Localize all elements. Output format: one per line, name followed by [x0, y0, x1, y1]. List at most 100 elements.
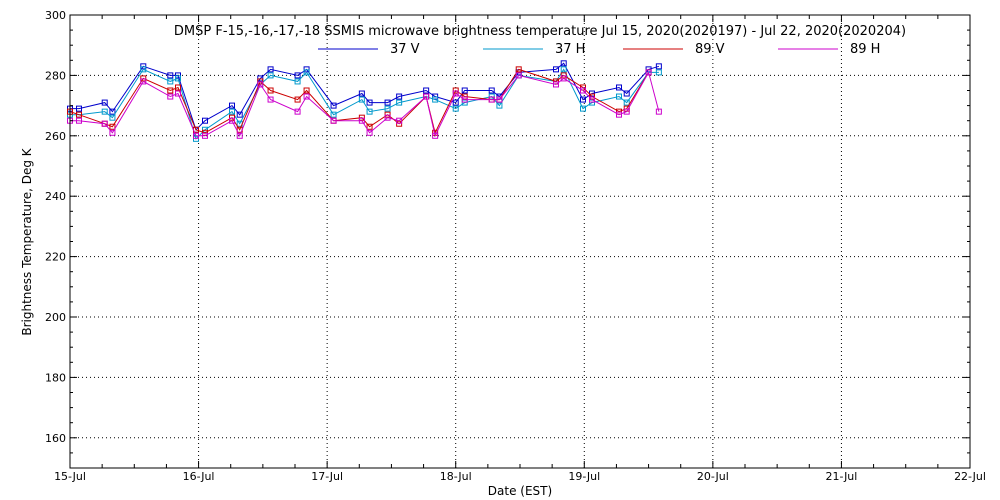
- data-point-37-h: [229, 108, 235, 115]
- y-tick-label: 180: [45, 371, 66, 384]
- y-tick-label: 300: [45, 9, 66, 22]
- y-tick-label: 220: [45, 251, 66, 264]
- legend-label-37-h: 37 H: [555, 42, 585, 57]
- data-point-37-v: [267, 66, 274, 73]
- data-point-89-h: [623, 108, 630, 115]
- data-point-37-h: [303, 69, 310, 76]
- data-point-37-h: [366, 108, 373, 115]
- series-line-89-v: [69, 68, 650, 135]
- data-point-37-h: [175, 75, 181, 82]
- data-point-37-h: [580, 105, 586, 112]
- legend-label-37-v: 37 V: [390, 42, 420, 57]
- x-tick-label: 19-Jul: [568, 470, 600, 483]
- data-point-89-h: [432, 132, 439, 139]
- data-point-37-v: [236, 111, 243, 118]
- data-point-89-v: [76, 111, 82, 118]
- data-point-89-h: [580, 87, 586, 94]
- x-tick-label: 17-Jul: [311, 470, 343, 483]
- y-tick-label: 280: [45, 69, 66, 82]
- data-point-89-h: [76, 117, 82, 124]
- x-axis-label: Date (EST): [488, 484, 552, 498]
- data-point-89-h: [330, 117, 337, 124]
- data-point-89-h: [496, 96, 503, 103]
- y-axis-label: Brightness Temperature, Deg K: [20, 147, 34, 335]
- data-point-37-v: [76, 105, 82, 112]
- y-tick-label: 160: [45, 432, 66, 445]
- data-point-37-h: [167, 78, 174, 85]
- chart-title: DMSP F-15,-16,-17,-18 SSMIS microwave br…: [174, 24, 906, 39]
- y-tick-label: 240: [45, 190, 66, 203]
- data-point-89-v: [366, 123, 373, 130]
- data-point-37-v: [229, 102, 235, 109]
- data-point-89-h: [655, 108, 662, 115]
- data-point-37-v: [330, 102, 337, 109]
- data-point-37-v: [616, 84, 622, 91]
- data-point-37-h: [109, 114, 116, 121]
- data-point-37-v: [623, 90, 630, 97]
- data-point-89-v: [267, 87, 274, 94]
- data-point-37-v: [396, 93, 403, 100]
- data-point-89-h: [193, 132, 199, 139]
- y-tick-label: 200: [45, 311, 66, 324]
- data-point-89-h: [384, 114, 391, 121]
- x-tick-label: 18-Jul: [440, 470, 472, 483]
- data-point-37-h: [616, 93, 622, 100]
- data-series: [67, 60, 662, 142]
- data-point-89-v: [515, 66, 522, 73]
- data-point-37-v: [655, 63, 662, 70]
- data-point-37-v: [294, 72, 301, 79]
- data-point-89-h: [109, 129, 116, 136]
- x-tick-label: 20-Jul: [697, 470, 729, 483]
- data-point-37-v: [423, 87, 430, 94]
- data-point-37-v: [366, 99, 373, 106]
- data-point-89-h: [488, 96, 495, 103]
- data-point-89-v: [358, 114, 365, 121]
- data-point-37-h: [101, 108, 108, 115]
- legend: 37 V 37 H 89 V 89 H: [318, 42, 880, 57]
- data-point-89-h: [257, 81, 264, 88]
- data-point-37-v: [384, 99, 391, 106]
- data-point-89-h: [202, 132, 208, 139]
- plot-frame: [69, 14, 971, 469]
- data-point-89-h: [396, 117, 403, 124]
- x-tick-label: 22-Jul: [954, 470, 986, 483]
- data-point-37-v: [109, 108, 116, 115]
- data-point-89-h: [167, 93, 174, 100]
- data-point-37-h: [488, 93, 495, 100]
- data-point-89-h: [452, 90, 459, 97]
- data-point-37-h: [396, 99, 403, 106]
- data-point-89-v: [303, 87, 310, 94]
- data-point-37-v: [452, 99, 459, 106]
- data-point-37-v: [560, 60, 567, 67]
- data-point-37-v: [461, 87, 468, 94]
- data-point-37-v: [358, 90, 365, 97]
- x-tick-label: 15-Jul: [54, 470, 86, 483]
- data-point-89-h: [101, 120, 108, 127]
- data-point-37-v: [202, 117, 208, 124]
- data-point-37-h: [294, 78, 301, 85]
- data-point-37-h: [655, 69, 662, 76]
- data-point-37-h: [193, 135, 199, 142]
- data-point-89-h: [589, 96, 595, 103]
- data-point-89-h: [461, 96, 468, 103]
- data-point-37-h: [560, 66, 567, 73]
- data-point-37-v: [432, 93, 439, 100]
- data-point-89-h: [229, 117, 235, 124]
- data-point-89-v: [384, 111, 391, 118]
- data-point-37-h: [267, 72, 274, 79]
- data-point-37-h: [384, 105, 391, 112]
- y-tick-label: 260: [45, 130, 66, 143]
- data-point-37-v: [101, 99, 108, 106]
- data-point-89-v: [109, 123, 116, 130]
- data-point-89-v: [294, 96, 301, 103]
- data-point-89-h: [358, 117, 365, 124]
- axes: 15-Jul 16-Jul 17-Jul 18-Jul 19-Jul 20-Jul 21-J…: [45, 9, 986, 483]
- data-point-37-v: [488, 87, 495, 94]
- data-point-89-h: [553, 81, 559, 88]
- data-point-89-h: [294, 108, 301, 115]
- data-point-89-h: [303, 93, 310, 100]
- x-tick-label: 21-Jul: [825, 470, 857, 483]
- data-point-89-h: [645, 69, 652, 76]
- data-point-37-v: [140, 63, 147, 70]
- data-point-89-h: [366, 129, 373, 136]
